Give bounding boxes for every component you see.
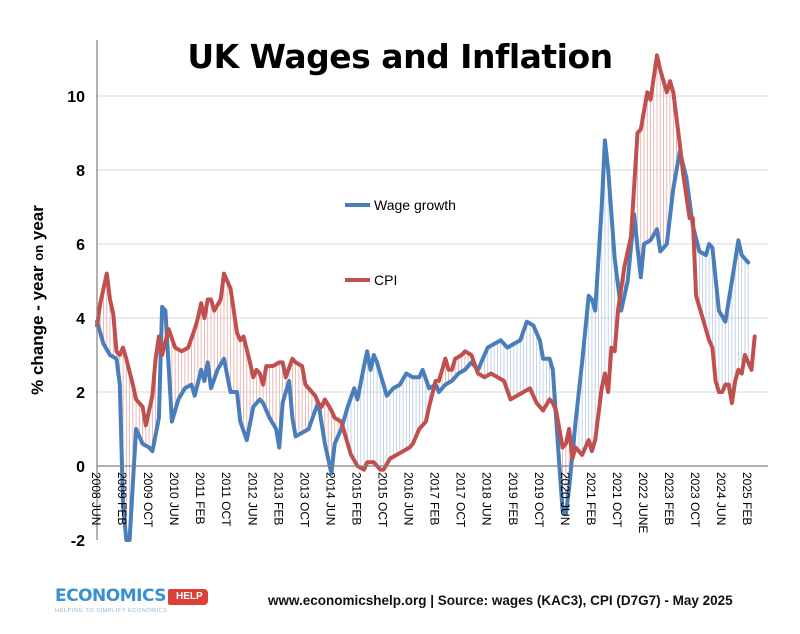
logo-row: ECONOMICS HELP: [55, 586, 208, 606]
chart-title: UK Wages and Inflation: [187, 37, 613, 76]
series-lines: [95, 53, 757, 542]
x-tick-label: 2014 JUN: [323, 472, 337, 525]
x-tick-label: 2013 FEB: [271, 472, 285, 525]
y-tick-label: 2: [76, 385, 85, 402]
x-tick-label: 2011 OCT: [219, 472, 233, 527]
x-tick-label: 2021 OCT: [610, 472, 624, 528]
y-tick-label: 10: [67, 89, 85, 106]
legend: Wage growth CPI: [345, 197, 456, 288]
x-tick-label: 2023 OCT: [688, 472, 702, 528]
legend-label: Wage growth: [374, 197, 456, 213]
difference-fill: [96, 55, 749, 540]
x-tick-label: 2015 OCT: [376, 472, 390, 528]
gridlines: [97, 95, 768, 393]
source-footer: www.economicshelp.org | Source: wages (K…: [268, 593, 733, 608]
economics-help-logo: ECONOMICS HELP HELPING TO SIMPLIFY ECONOM…: [55, 586, 208, 615]
x-tick-label: 2013 OCT: [297, 472, 311, 528]
x-tick-label: 2023 FEB: [662, 472, 676, 525]
x-tick-label: 2021 FEB: [584, 472, 598, 525]
legend-label: CPI: [374, 272, 397, 288]
y-axis-label-part: year: [28, 205, 47, 245]
x-tick-label: 2022 JUNE: [636, 472, 650, 533]
x-tick-label: 2008 JUN: [89, 472, 103, 525]
y-tick-label: 8: [76, 163, 85, 180]
x-tick-label: 2009 OCT: [141, 472, 155, 528]
x-tick-label: 2009 FEB: [115, 472, 129, 525]
y-tick-label: 6: [76, 237, 85, 254]
y-axis-label-part: on: [31, 244, 46, 261]
axes: -2 0 2 4 6 8 10 2008 JUN 2009 FEB 2009 OCT 2010 JU…: [67, 40, 768, 550]
x-tick-label: 2019 OCT: [532, 472, 546, 528]
series-line-cpi: [95, 53, 757, 472]
y-tick-label: -2: [71, 533, 85, 550]
y-axis-label-part: % change - year: [28, 260, 47, 395]
x-tick-label: 2018 JUN: [480, 472, 494, 525]
logo-badge: HELP: [168, 589, 208, 605]
y-tick-label: 4: [76, 311, 85, 328]
x-tick-label: 2025 FEB: [740, 472, 754, 525]
x-tick-label: 2016 JUN: [402, 472, 416, 525]
logo-wordmark: ECONOMICS: [55, 586, 167, 606]
x-tick-label: 2020 JUN: [558, 472, 572, 525]
series-line-wage-growth: [95, 138, 751, 542]
x-tick-label: 2024 JUN: [714, 472, 728, 525]
x-tick-label: 2012 JUN: [245, 472, 259, 525]
x-tick-label: 2017 OCT: [454, 472, 468, 528]
x-tick-label: 2011 FEB: [193, 472, 207, 524]
x-tick-label: 2015 FEB: [349, 472, 363, 525]
x-tick-label: 2017 FEB: [428, 472, 442, 525]
y-tick-label: 0: [76, 459, 85, 476]
y-axis-label: % change - year on year: [28, 180, 48, 420]
logo-tagline: HELPING TO SIMPLIFY ECONOMICS: [55, 608, 168, 614]
x-tick-label: 2010 JUN: [167, 472, 181, 525]
x-tick-label: 2019 FEB: [506, 472, 520, 525]
